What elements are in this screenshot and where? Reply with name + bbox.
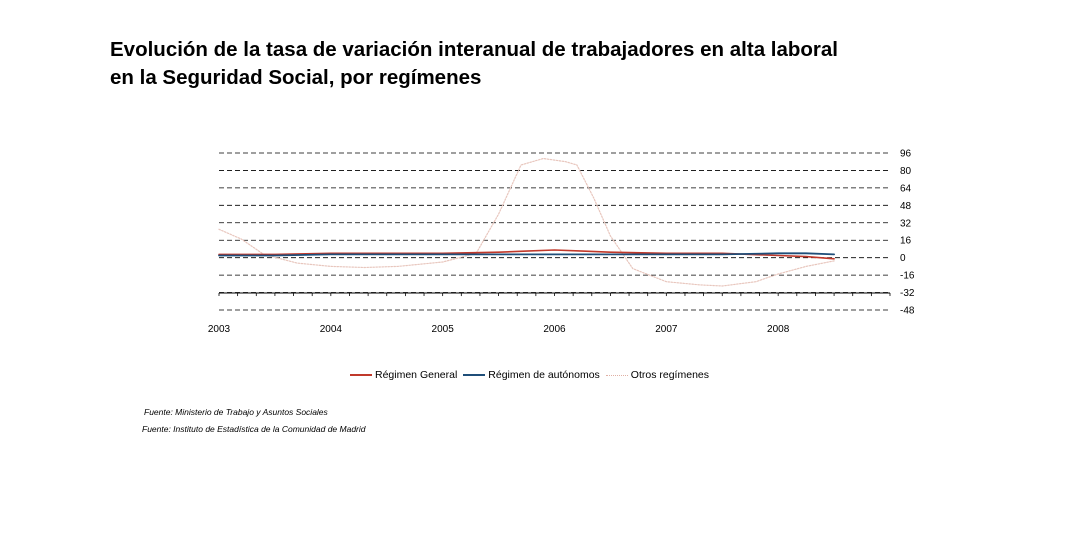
y-tick-labels: 96 80 64 48 32 16 0 -16 -32 -48	[900, 149, 915, 317]
y-tick-label: 64	[900, 183, 912, 194]
y-tick-label: -16	[900, 271, 915, 282]
legend-item-regimen-general: Régimen General	[350, 369, 457, 381]
x-tick-label: 2003	[208, 324, 231, 335]
legend: Régimen General Régimen de autónomos Otr…	[350, 369, 715, 381]
legend-label-regimen-autonomos: Régimen de autónomos	[488, 369, 600, 381]
sources: Fuente: Ministerio de Trabajo y Asuntos …	[142, 404, 366, 438]
legend-label-otros-regimenes: Otros regímenes	[630, 369, 709, 381]
gridlines	[219, 152, 890, 311]
series-line-1	[218, 252, 835, 257]
y-tick-label: -48	[900, 306, 915, 317]
y-tick-label: 16	[900, 236, 912, 247]
y-tick-label: 0	[900, 253, 906, 264]
legend-swatch-regimen-general	[350, 374, 372, 376]
legend-label-regimen-general: Régimen General	[375, 369, 458, 381]
series-line-0	[218, 249, 835, 260]
source-instituto: Fuente: Instituto de Estadística de la C…	[142, 424, 366, 434]
legend-swatch-otros-regimenes	[605, 374, 628, 376]
source-ministerio: Fuente: Ministerio de Trabajo y Asuntos …	[144, 407, 328, 417]
x-tick-labels: 2003 2004 2005 2006 2007 2008	[208, 324, 790, 335]
x-tick-label: 2008	[767, 324, 790, 335]
y-tick-label: -32	[900, 288, 915, 299]
chart-title-line-1: Evolución de la tasa de variación intera…	[110, 38, 839, 61]
chart-title: Evolución de la tasa de variación intera…	[110, 36, 1010, 92]
legend-item-otros-regimenes: Otros regímenes	[605, 369, 709, 381]
legend-item-regimen-autonomos: Régimen de autónomos	[463, 369, 600, 381]
y-tick-label: 32	[900, 218, 912, 229]
series-lines	[218, 157, 835, 287]
y-tick-label: 80	[900, 166, 912, 177]
x-tick-label: 2007	[655, 324, 678, 335]
x-tick-label: 2004	[320, 324, 343, 335]
x-tick-label: 2005	[432, 324, 455, 335]
series-line-2	[218, 157, 835, 287]
y-tick-label: 96	[900, 149, 912, 160]
chart-title-line-2: en la Seguridad Social, por regímenes	[110, 66, 482, 89]
legend-swatch-regimen-autonomos	[463, 374, 486, 376]
x-axis	[218, 292, 891, 297]
y-tick-label: 48	[900, 201, 912, 212]
x-tick-label: 2006	[543, 324, 566, 335]
